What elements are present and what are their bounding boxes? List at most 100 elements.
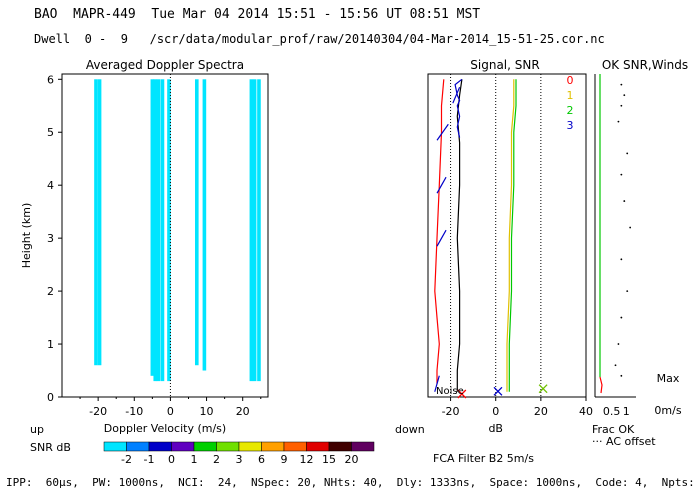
wind-point-0	[620, 83, 623, 86]
snr-x-label: dB	[488, 422, 503, 435]
spectra-y-tick-label-2: 2	[47, 285, 54, 298]
wind-tick-1	[436, 229, 447, 247]
snr-marker-0	[457, 389, 467, 399]
snr-x-tick-label-3: 40	[579, 405, 593, 418]
spectra-x-label: Doppler Velocity (m/s)	[104, 422, 226, 435]
noise-label: Noise	[436, 386, 464, 397]
colorbar-label-9: 15	[322, 453, 336, 466]
snr-marker-1	[493, 386, 503, 396]
wind-point-5	[620, 173, 623, 176]
colorbar-swatch-3	[171, 441, 195, 452]
spectra-y-tick-label-5: 5	[47, 126, 54, 139]
snr-frame	[427, 73, 587, 398]
wind-point-12	[614, 364, 617, 367]
wind-point-8	[620, 258, 623, 261]
spectral-band-8	[202, 79, 207, 371]
wind-point-10	[620, 316, 623, 319]
max-value: 0m/s	[654, 404, 681, 417]
colorbar-swatch-5	[216, 441, 240, 452]
wind-point-4	[626, 152, 629, 155]
colorbar-label-2: 0	[168, 453, 175, 466]
spectral-band-0	[94, 79, 98, 366]
wind-point-2	[620, 104, 623, 107]
colorbar-label-10: 20	[345, 453, 359, 466]
spectra-y-label: Height (km)	[20, 203, 33, 269]
snr-legend-0: 0	[567, 74, 574, 87]
snr-x-tick-label-2: 20	[534, 405, 548, 418]
spectral-band-5	[160, 79, 165, 382]
spectra-y-tick-label-4: 4	[47, 179, 54, 192]
colorbar-label-0: -2	[121, 453, 132, 466]
snr-legend-1: 1	[567, 89, 574, 102]
snr-x-tick-label-0: -20	[442, 405, 460, 418]
wind-point-13	[620, 374, 623, 377]
snr-marker-shape	[457, 389, 467, 399]
ok-title: OK SNR,Winds	[602, 58, 688, 72]
wind-tick-0	[434, 375, 440, 392]
colorbar-label-1: -1	[144, 453, 155, 466]
spectral-band-10	[252, 79, 257, 382]
header-line-1: BAO MAPR-449 Tue Mar 04 2014 15:51 - 15:…	[34, 7, 481, 22]
frac-ok-tail	[599, 376, 603, 394]
spectra-frame	[61, 73, 269, 398]
wind-point-11	[617, 343, 620, 345]
footer-parameters: IPP: 60µs, PW: 1000ns, NCI: 24, NSpec: 2…	[6, 476, 700, 489]
colorbar-label-4: 2	[213, 453, 220, 466]
colorbar-label-3: 1	[191, 453, 198, 466]
frac-tick-label-1: 1	[623, 405, 630, 418]
spectral-band-4	[156, 79, 161, 382]
spectral-band-1	[97, 79, 102, 366]
spectra-x-tick-label-2: 0	[167, 405, 174, 418]
spectral-band-7	[195, 79, 199, 366]
snr-legend-3: 3	[567, 119, 574, 132]
spectra-y-tick-label-3: 3	[47, 232, 54, 245]
colorbar-swatch-7	[261, 441, 285, 452]
spectral-band-11	[257, 79, 261, 382]
snr-marker-shape	[538, 384, 548, 394]
spectra-title: Averaged Doppler Spectra	[86, 58, 244, 72]
spectra-y-tick-label-0: 0	[47, 391, 54, 404]
colorbar-swatch-9	[306, 441, 330, 452]
spectral-band-2	[150, 79, 155, 376]
colorbar-swatch-0	[103, 441, 127, 452]
spectra-x-tick-label-0: -20	[89, 405, 107, 418]
snr-series-2	[508, 79, 517, 392]
frac-ok-label: Frac OK	[592, 423, 635, 436]
max-label: Max	[657, 372, 680, 385]
wind-tick-3	[436, 123, 449, 141]
snr-series-1	[506, 79, 515, 392]
colorbar-swatch-11	[351, 441, 375, 452]
spectral-band-3	[153, 79, 158, 382]
colorbar-swatch-10	[328, 441, 352, 452]
wind-point-9	[626, 290, 629, 292]
spectra-x-tick-label-3: 10	[200, 405, 214, 418]
snr-x-tick-label-1: 0	[492, 405, 499, 418]
ac-offset-label: ··· AC offset	[592, 435, 656, 448]
colorbar-label-6: 6	[258, 453, 265, 466]
spectra-x-tick-label-1: -10	[125, 405, 143, 418]
snr-series-black	[456, 79, 463, 392]
colorbar-swatch-8	[283, 441, 307, 452]
snr-title: Signal, SNR	[470, 58, 539, 72]
snr-marker-shape	[493, 386, 503, 396]
snr-legend-2: 2	[567, 104, 574, 117]
wind-point-3	[617, 120, 620, 123]
wind-point-6	[623, 200, 626, 202]
wind-tick-4	[452, 86, 461, 104]
snr-series-3	[454, 78, 463, 138]
wind-tick-2	[436, 176, 447, 194]
header-line-2: Dwell 0 - 9 /scr/data/modular_prof/raw/2…	[34, 32, 605, 46]
wind-point-1	[623, 94, 626, 97]
spectra-x-tick-label-4: 20	[236, 405, 250, 418]
colorbar-label-7: 9	[281, 453, 288, 466]
frac-tick-label-0: 0.5	[603, 405, 621, 418]
down-label: down	[395, 423, 425, 436]
spectra-y-tick-label-6: 6	[47, 73, 54, 86]
colorbar-swatch-4	[193, 441, 217, 452]
spectra-y-tick-label-1: 1	[47, 338, 54, 351]
up-label: up	[30, 423, 44, 436]
colorbar-swatch-1	[126, 441, 150, 452]
snr-series-0	[434, 79, 445, 384]
colorbar-swatch-2	[148, 441, 172, 452]
